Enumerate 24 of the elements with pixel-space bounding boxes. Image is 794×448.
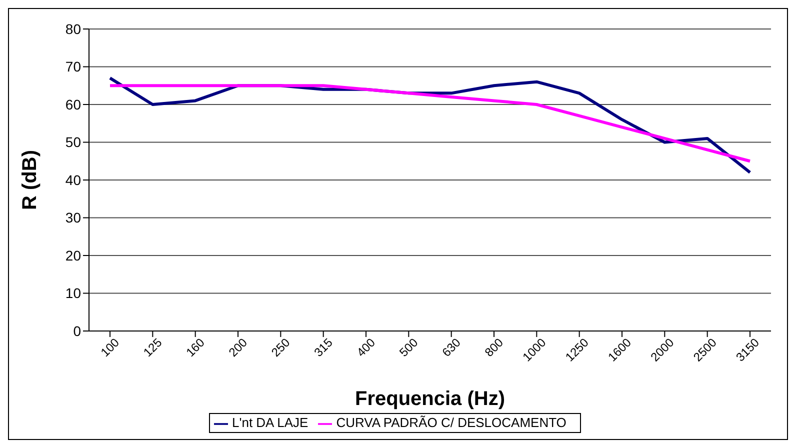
- x-tick-label: 315: [311, 335, 336, 360]
- y-tick-label: 40: [65, 172, 82, 188]
- x-tick-label: 125: [140, 335, 165, 360]
- x-tick-label: 400: [354, 335, 378, 360]
- legend-label: CURVA PADRÃO C/ DESLOCAMENTO: [336, 415, 566, 430]
- x-tick-label: 200: [226, 335, 250, 360]
- x-tick-label: 800: [482, 335, 506, 360]
- x-tick-label: 250: [268, 335, 293, 360]
- x-tick-label: 160: [183, 335, 208, 360]
- y-tick-label: 70: [65, 58, 82, 75]
- legend-label: L'nt DA LAJE: [232, 415, 308, 430]
- x-tick-label: 630: [439, 335, 464, 360]
- y-tick-label: 30: [65, 210, 82, 226]
- x-axis-title: Frequencia (Hz): [354, 388, 506, 410]
- y-tick-label: 20: [65, 247, 82, 264]
- y-tick-label: 60: [65, 96, 82, 112]
- y-tick-label: 50: [65, 134, 82, 150]
- y-axis-title: R (dB): [19, 150, 42, 210]
- y-tick-label: 10: [65, 285, 82, 302]
- y-tick-label: 80: [65, 20, 82, 37]
- x-tick-label: 500: [396, 335, 421, 360]
- x-tick-label: 100: [98, 335, 122, 360]
- y-tick-label: 0: [73, 322, 82, 339]
- line-series: [108, 84, 752, 163]
